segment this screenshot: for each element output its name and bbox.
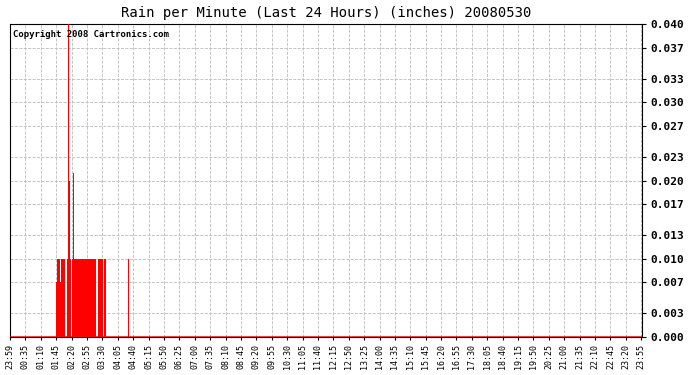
Text: Copyright 2008 Cartronics.com: Copyright 2008 Cartronics.com bbox=[13, 30, 169, 39]
Title: Rain per Minute (Last 24 Hours) (inches) 20080530: Rain per Minute (Last 24 Hours) (inches)… bbox=[121, 6, 531, 20]
